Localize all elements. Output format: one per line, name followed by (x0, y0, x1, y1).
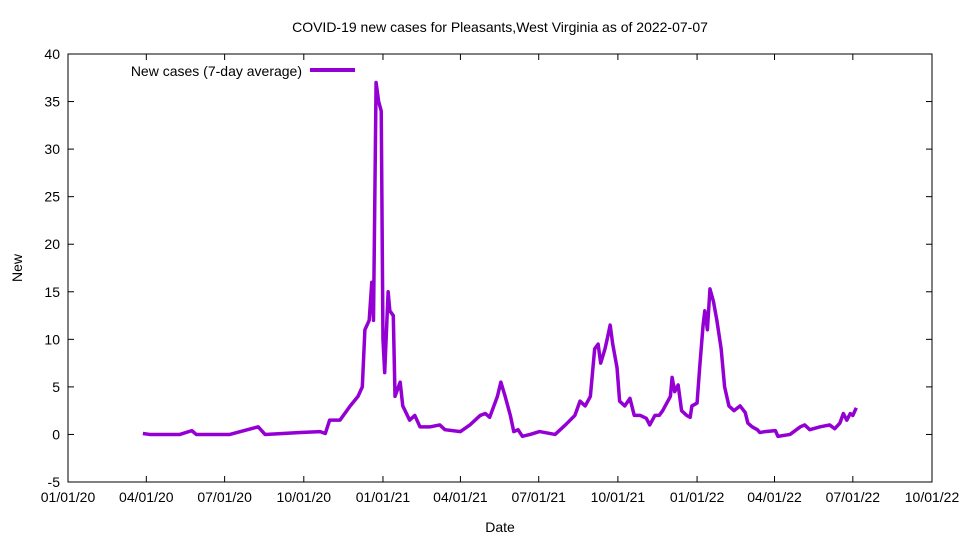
y-tick-label: 20 (44, 236, 60, 252)
chart-title: COVID-19 new cases for Pleasants,West Vi… (292, 19, 708, 35)
plot-border (67, 53, 933, 483)
y-axis: -5 0 5 10 15 20 25 30 35 40 (44, 46, 932, 490)
y-tick-label: 0 (52, 426, 60, 442)
x-tick-label: 04/01/20 (119, 489, 174, 505)
x-tick-label: 01/01/22 (670, 489, 725, 505)
y-axis-label: New (9, 253, 25, 282)
x-tick-label: 07/01/22 (826, 489, 881, 505)
y-tick-label: 15 (44, 284, 60, 300)
legend-label: New cases (7-day average) (131, 63, 302, 79)
x-tick-label: 01/01/20 (41, 489, 96, 505)
x-tick-label: 10/01/21 (591, 489, 646, 505)
y-tick-label: 30 (44, 141, 60, 157)
x-tick-label: 01/01/21 (356, 489, 411, 505)
x-tick-label: 07/01/20 (197, 489, 252, 505)
x-tick-label: 10/01/22 (905, 489, 960, 505)
x-tick-label: 07/01/21 (511, 489, 566, 505)
x-axis-label: Date (485, 519, 515, 535)
legend: New cases (7-day average) (131, 63, 355, 79)
series-line-new-cases (142, 80, 858, 439)
x-axis: 01/01/20 04/01/20 07/01/20 10/01/20 01/01/21… (41, 54, 960, 505)
y-tick-label: -5 (48, 474, 61, 490)
y-tick-label: 35 (44, 94, 60, 110)
x-tick-label: 10/01/20 (277, 489, 332, 505)
y-tick-label: 10 (44, 331, 60, 347)
y-tick-label: 5 (52, 379, 60, 395)
x-tick-label: 04/01/21 (433, 489, 488, 505)
y-tick-label: 25 (44, 189, 60, 205)
y-tick-label: 40 (44, 46, 60, 62)
x-tick-label: 04/01/22 (747, 489, 802, 505)
